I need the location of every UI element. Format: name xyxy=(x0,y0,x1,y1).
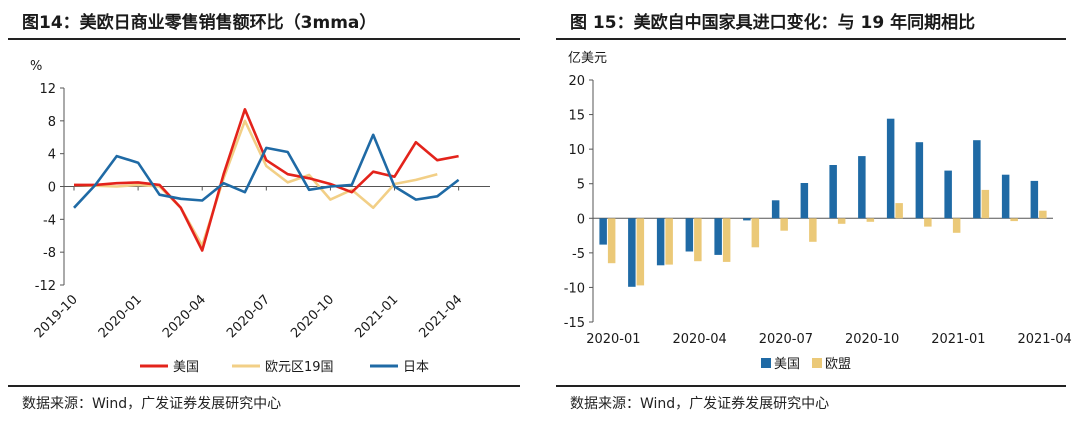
right-bar-eu xyxy=(665,218,673,265)
right-bar-usa xyxy=(599,218,607,245)
left-legend-label: 日本 xyxy=(403,360,429,375)
right-bar-eu xyxy=(694,218,702,262)
right-bar-usa xyxy=(829,165,837,219)
left-series-line-2 xyxy=(73,119,438,247)
right-x-tick-label: 2021-04 xyxy=(1017,332,1071,347)
right-x-tick-label: 2020-07 xyxy=(759,332,813,347)
left-source-rule xyxy=(8,385,520,387)
left-source-note: 数据来源：Wind，广发证券发展研究中心 xyxy=(22,396,282,412)
right-bar-eu xyxy=(895,203,903,219)
right-legend-label: 美国 xyxy=(774,357,800,372)
left-y-tick-label: -12 xyxy=(35,279,56,294)
right-bar-usa xyxy=(743,218,751,221)
right-bar-eu xyxy=(866,218,875,222)
right-y-tick-label: -10 xyxy=(564,281,585,296)
right-y-tick-label: 0 xyxy=(577,212,585,227)
left-x-tick-label: 2021-01 xyxy=(352,292,401,341)
left-figure-title: 图14：美欧日商业零售销售额环比（3mma） xyxy=(22,13,377,33)
right-bar-usa xyxy=(1030,180,1039,219)
right-x-tick-label: 2020-04 xyxy=(672,332,726,347)
right-bar-eu xyxy=(924,218,932,227)
right-bar-eu xyxy=(780,218,788,231)
left-legend-label: 欧元区19国 xyxy=(265,360,334,375)
right-bar-eu xyxy=(722,218,731,262)
right-legend-swatch xyxy=(761,358,771,368)
right-bar-usa xyxy=(944,170,952,219)
right-y-tick-label: -5 xyxy=(572,247,585,262)
left-y-tick-label: 12 xyxy=(39,82,56,97)
left-series-line-1 xyxy=(74,108,459,252)
right-figure-title: 图 15：美欧自中国家具进口变化：与 19 年同期相比 xyxy=(570,13,976,33)
left-legend-label: 美国 xyxy=(173,360,199,375)
right-bar-eu xyxy=(607,218,616,264)
right-y-tick-label: 20 xyxy=(568,74,585,89)
left-y-tick-label: -4 xyxy=(43,213,56,228)
right-y-unit-label: 亿美元 xyxy=(568,51,607,66)
right-bar-usa xyxy=(714,218,722,255)
left-x-tick-label: 2020-04 xyxy=(160,292,209,341)
right-bar-usa xyxy=(973,140,981,219)
right-x-tick-label: 2020-10 xyxy=(845,332,899,347)
right-bar-eu xyxy=(1039,210,1047,219)
left-y-tick-label: 8 xyxy=(48,115,56,130)
right-bar-usa xyxy=(1001,174,1010,219)
right-x-tick-label: 2020-01 xyxy=(586,332,640,347)
right-bar-eu xyxy=(981,189,990,219)
right-bar-eu xyxy=(952,218,961,233)
left-x-tick-label: 2019-10 xyxy=(32,292,81,341)
right-y-tick-label: 15 xyxy=(568,109,585,124)
left-x-tick-label: 2021-04 xyxy=(416,292,465,341)
right-x-tick-label: 2021-01 xyxy=(931,332,985,347)
left-series-line-3 xyxy=(73,133,460,209)
left-y-tick-label: -8 xyxy=(43,246,56,261)
right-figure-panel: 图 15：美欧自中国家具进口变化：与 19 年同期相比 亿美元 20 15 10 5 0 -… xyxy=(548,0,1080,430)
right-bar-eu xyxy=(636,218,645,286)
right-source-note: 数据来源：Wind，广发证券发展研究中心 xyxy=(570,396,830,412)
left-y-tick-label: 4 xyxy=(48,148,56,163)
right-bar-usa xyxy=(858,156,866,219)
right-bar-usa xyxy=(685,218,694,252)
left-title-rule xyxy=(8,38,520,40)
right-bar-usa xyxy=(800,183,809,219)
right-bar-usa xyxy=(886,118,895,219)
right-bar-usa xyxy=(656,218,665,266)
left-figure-panel: 图14：美欧日商业零售销售额环比（3mma） % 12 8 4 0 -4 -8 -12 2019… xyxy=(8,13,520,412)
left-x-tick-label: 2020-10 xyxy=(288,292,337,341)
right-legend-swatch xyxy=(812,358,822,368)
right-legend-label: 欧盟 xyxy=(825,357,851,372)
left-y-unit-label: % xyxy=(30,59,42,74)
right-bar-eu xyxy=(809,218,817,242)
right-bar-usa xyxy=(628,218,636,287)
right-bar-usa xyxy=(771,200,780,219)
left-y-tick-label: 0 xyxy=(48,181,56,196)
right-bar-eu xyxy=(1010,218,1018,222)
right-bar-usa xyxy=(915,142,924,219)
right-y-tick-label: 10 xyxy=(568,143,585,158)
right-y-tick-label: 5 xyxy=(577,178,585,193)
left-x-tick-label: 2020-01 xyxy=(96,292,145,341)
right-bar-eu xyxy=(837,218,846,224)
left-x-tick-label: 2020-07 xyxy=(224,292,273,341)
right-source-rule xyxy=(556,385,1066,387)
right-bar-eu xyxy=(751,218,760,248)
right-title-rule xyxy=(556,38,1066,40)
right-y-tick-label: -15 xyxy=(564,316,585,331)
